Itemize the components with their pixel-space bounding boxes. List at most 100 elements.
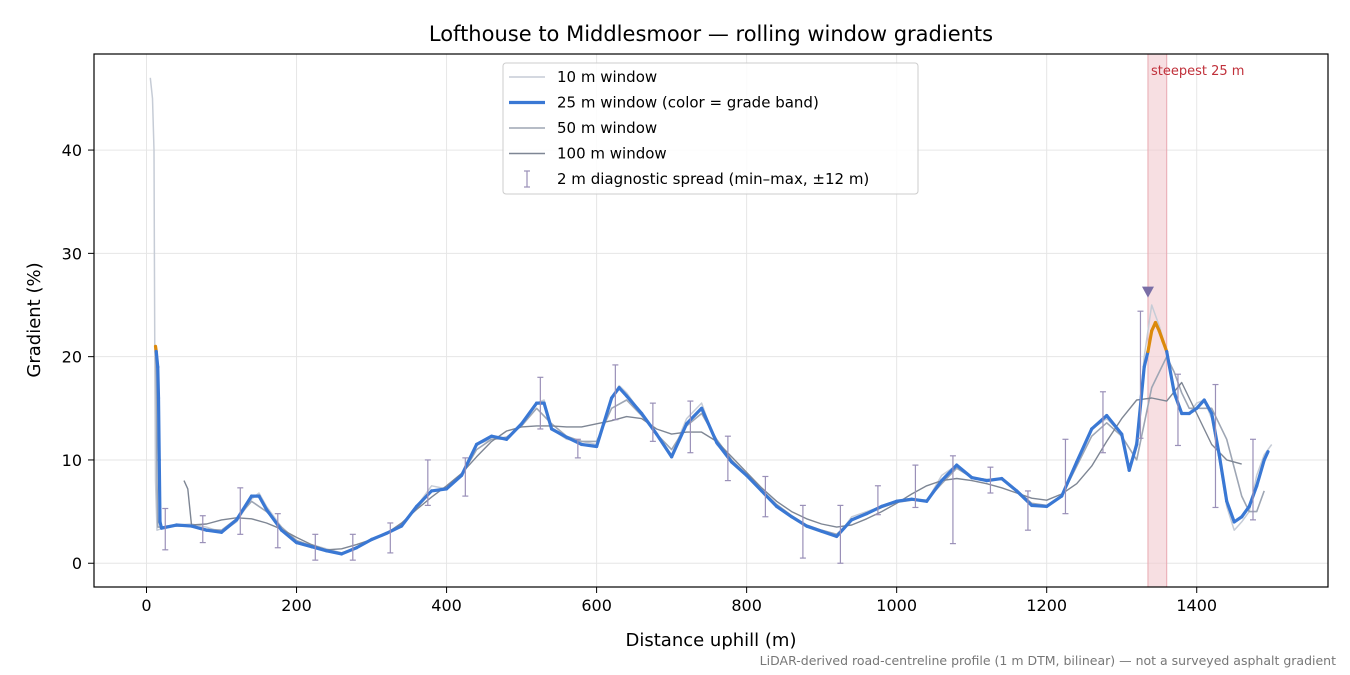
legend-100m: 100 m window xyxy=(509,145,667,163)
series-25m-segment xyxy=(685,406,704,426)
spread-errorbar xyxy=(1249,438,1256,521)
series-25m-segment xyxy=(257,494,269,512)
spread-errorbar xyxy=(987,466,994,494)
series-25m-segment xyxy=(700,406,719,444)
x-tick-label: 600 xyxy=(581,596,612,615)
series-25m-segment xyxy=(399,504,419,528)
spread-errorbar xyxy=(162,507,169,551)
series-25m-segment xyxy=(1075,427,1094,464)
y-axis-label: Gradient (%) xyxy=(24,262,45,377)
series-25m-segment xyxy=(925,479,944,503)
plot-frame xyxy=(93,53,1329,588)
y-tick-label: 30 xyxy=(62,244,82,263)
series-25m-segment xyxy=(1195,398,1206,410)
series-25m-segment xyxy=(339,546,359,556)
spread-errorbar xyxy=(612,364,619,421)
series-25m-segment xyxy=(820,529,839,538)
series-lines xyxy=(149,77,1273,556)
spread-errorbar xyxy=(199,515,206,544)
series-25m-segment xyxy=(279,528,299,545)
x-tick-label: 800 xyxy=(731,596,762,615)
x-tick-label: 200 xyxy=(281,596,312,615)
series-25m-segment xyxy=(895,497,914,503)
series-25m-segment xyxy=(1030,503,1049,509)
series-25m-segment xyxy=(234,494,254,522)
series-25m-segment xyxy=(1045,494,1064,509)
spread-errorbar xyxy=(1024,490,1031,531)
legend-25m: 25 m window (color = grade band) xyxy=(509,94,819,112)
series-25m-segment xyxy=(1120,432,1131,472)
series-25m-segment xyxy=(369,531,389,542)
series-25m-segment xyxy=(542,401,554,431)
series-25m-segment xyxy=(880,499,899,509)
series-25m-segment xyxy=(940,463,959,483)
peak-marker xyxy=(1141,286,1154,298)
series-25m-segment xyxy=(1142,349,1150,369)
series-25m-segment xyxy=(1165,349,1176,395)
series-25m-segment xyxy=(444,473,464,491)
series-25m-segment xyxy=(835,518,854,538)
series-25m-segment xyxy=(519,401,539,426)
x-tick-label: 400 xyxy=(431,596,462,615)
series-25m-segment xyxy=(579,442,599,449)
spread-errorbar xyxy=(1212,383,1219,509)
series-25m-segment xyxy=(1060,460,1079,498)
legend-10m: 10 m window xyxy=(509,68,657,86)
legend-label: 50 m window xyxy=(557,119,657,137)
series-25m-segment xyxy=(1090,413,1109,431)
series-25m-segment xyxy=(1015,489,1034,507)
series-25m-segment xyxy=(715,440,734,464)
series-25m-segment xyxy=(174,523,194,528)
series-25m-segment xyxy=(154,349,160,369)
series-25m-segment xyxy=(640,411,659,436)
series-25m-segment xyxy=(805,524,824,533)
spread-errorbar xyxy=(349,533,356,561)
legend-box xyxy=(502,62,919,195)
series-25m-segment xyxy=(384,524,404,535)
spread-errorbar xyxy=(724,435,731,482)
spread-errorbar xyxy=(1137,310,1144,439)
series-25m-segment xyxy=(564,435,584,447)
x-tick-label: 1200 xyxy=(1026,596,1067,615)
series-25m-segment xyxy=(730,460,749,478)
series-25m-segment xyxy=(309,545,329,553)
spread-errorbar xyxy=(274,513,281,549)
axis-ticks: 0 200 400 600 800 1000 1200 1400 0 10 20 30 40 xyxy=(62,141,1217,615)
series-25m-segment xyxy=(1217,453,1229,503)
spread-errorbar xyxy=(1062,438,1069,515)
series-25m-segment xyxy=(760,489,779,509)
series-25m-segment xyxy=(219,518,239,534)
series-25m-segment xyxy=(1240,504,1251,519)
x-axis-label: Distance uphill (m) xyxy=(626,630,797,651)
chart-title: Lofthouse to Middlesmoor — rolling windo… xyxy=(429,22,993,46)
spread-errorbar xyxy=(912,464,919,509)
spread-errorbar xyxy=(687,400,694,454)
series-25m-segment xyxy=(264,507,284,532)
spread-errorbar xyxy=(649,402,656,442)
spread-errorbar xyxy=(424,459,431,506)
y-tick-label: 40 xyxy=(62,141,82,160)
spread-errorbar xyxy=(387,522,394,554)
series-25m-segment xyxy=(985,476,1004,483)
x-tick-label: 1400 xyxy=(1176,596,1217,615)
series-25m-segment xyxy=(1225,499,1236,524)
series-25m-segment xyxy=(1202,398,1214,416)
series-25m-segment xyxy=(549,427,569,439)
series-25m-segment xyxy=(504,422,524,441)
series-25m-segment xyxy=(189,524,209,532)
spread-errorbar xyxy=(874,485,881,516)
spread-errorbar xyxy=(574,438,581,459)
series-25m-segment xyxy=(324,549,344,556)
series-25m-segment xyxy=(970,475,989,483)
series-25m-segment xyxy=(354,537,374,550)
series-25m-segment xyxy=(850,512,869,522)
legend-spread: 2 m diagnostic spread (min–max, ±12 m) xyxy=(524,170,869,188)
series-25m-segment xyxy=(1255,458,1266,488)
series-25m-segment xyxy=(865,504,884,516)
spread-errorbar xyxy=(1099,391,1106,454)
series-25m-segment xyxy=(1000,476,1019,493)
series-25m-segment xyxy=(1146,329,1154,354)
spread-errorbar xyxy=(462,457,469,497)
y-tick-label: 0 xyxy=(72,554,82,573)
